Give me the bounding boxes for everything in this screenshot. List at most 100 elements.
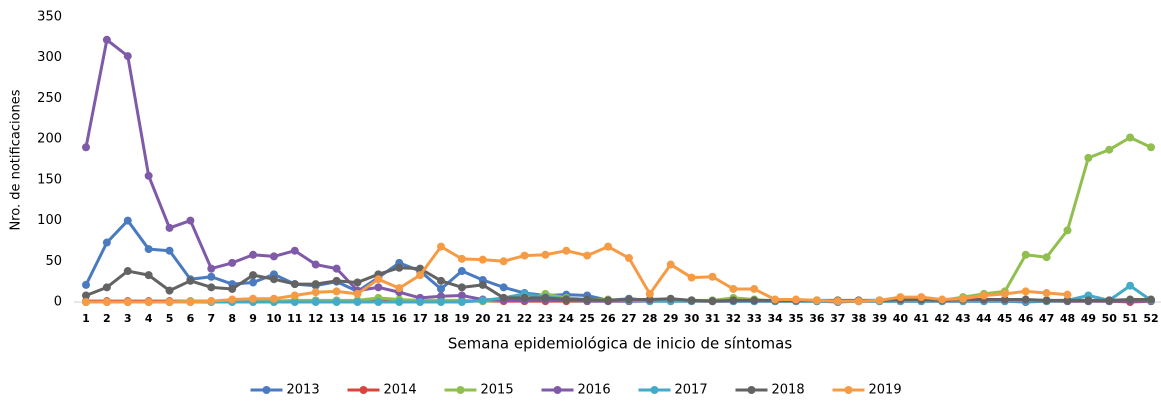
data-point: [123, 298, 132, 306]
x-tick-label: 41: [914, 312, 929, 325]
x-tick-label: 16: [392, 312, 408, 325]
data-point: [457, 291, 466, 300]
data-point: [207, 297, 216, 306]
data-point: [228, 295, 237, 304]
data-point: [228, 284, 237, 293]
data-point: [1126, 281, 1135, 290]
data-point: [395, 298, 404, 306]
x-tick-label: 38: [851, 312, 866, 325]
data-point: [290, 280, 299, 289]
series-line: [85, 266, 1151, 303]
data-point: [645, 289, 654, 298]
legend-label: 2014: [384, 383, 417, 398]
x-tick-label: 23: [538, 312, 553, 325]
data-point: [249, 294, 258, 303]
x-tick-label: 46: [1018, 312, 1034, 325]
data-point: [729, 296, 738, 305]
data-point: [1021, 295, 1030, 304]
x-tick-label: 42: [935, 312, 950, 325]
data-point: [604, 296, 613, 305]
x-tick-label: 52: [1143, 312, 1158, 325]
data-point: [269, 294, 278, 303]
data-point: [478, 296, 487, 305]
x-tick-label: 17: [412, 312, 427, 325]
data-point: [102, 298, 111, 306]
data-point: [269, 275, 278, 284]
x-tick-label: 43: [955, 312, 970, 325]
data-point: [207, 283, 216, 292]
legend-marker: [650, 386, 659, 394]
x-tick-label: 21: [496, 312, 511, 325]
x-tick-label: 22: [517, 312, 532, 325]
data-point: [123, 52, 132, 61]
x-tick-label: 47: [1039, 312, 1054, 325]
data-point: [228, 258, 237, 267]
data-point: [269, 252, 278, 261]
x-tick-label: 10: [266, 312, 282, 325]
data-point: [332, 276, 341, 285]
x-tick-label: 49: [1081, 312, 1096, 325]
x-tick-label: 20: [475, 312, 491, 325]
data-point: [186, 216, 195, 225]
data-point: [457, 283, 466, 292]
data-point: [395, 263, 404, 272]
y-axis-title: Nro. de notificaciones: [9, 89, 24, 230]
data-point: [144, 271, 153, 280]
x-axis-title: Semana epidemiológica de inicio de sínto…: [448, 335, 792, 353]
x-tick-label: 27: [621, 312, 636, 325]
x-tick-label: 37: [830, 312, 845, 325]
series-line: [84, 219, 1151, 304]
data-point: [353, 278, 362, 287]
legend-marker: [747, 386, 756, 394]
data-point: [207, 264, 216, 273]
data-point: [1084, 296, 1093, 305]
data-point: [144, 245, 153, 254]
x-tick-label: 6: [187, 312, 195, 325]
x-tick-label: 28: [642, 312, 657, 325]
data-point: [457, 254, 466, 263]
data-point: [102, 238, 111, 247]
data-point: [541, 250, 550, 259]
data-point: [290, 291, 299, 300]
data-point: [750, 284, 759, 293]
data-point: [1105, 145, 1114, 154]
data-point: [311, 298, 320, 306]
x-tick-label: 51: [1122, 312, 1137, 325]
data-point: [666, 294, 675, 303]
series-line: [84, 38, 1151, 303]
data-point: [562, 295, 571, 304]
x-tick-label: 33: [747, 312, 762, 325]
data-point: [499, 293, 508, 302]
x-tick-label: 50: [1102, 312, 1118, 325]
data-point: [1063, 226, 1072, 235]
legend-marker: [553, 386, 562, 394]
x-tick-label: 12: [308, 312, 323, 325]
data-point: [1126, 133, 1135, 142]
data-point: [833, 297, 842, 306]
data-point: [165, 286, 174, 295]
data-point: [332, 298, 341, 306]
x-tick-label: 2: [103, 312, 111, 325]
data-point: [82, 298, 90, 306]
x-tick-label: 24: [559, 312, 575, 325]
data-point: [144, 298, 153, 306]
data-point: [353, 298, 362, 306]
data-point: [395, 284, 404, 293]
data-point: [687, 273, 696, 282]
data-point: [750, 296, 759, 305]
legend-label: 2019: [869, 383, 902, 398]
data-point: [123, 267, 132, 276]
x-tick-label: 13: [329, 312, 344, 325]
x-tick-label: 44: [976, 312, 992, 325]
data-point: [666, 260, 675, 269]
data-point: [290, 246, 299, 255]
data-point: [1042, 289, 1051, 298]
data-point: [1084, 153, 1093, 162]
data-point: [812, 296, 821, 305]
data-point: [979, 291, 988, 300]
x-tick-label: 31: [705, 312, 720, 325]
data-point: [165, 298, 174, 306]
data-point: [207, 272, 216, 281]
legend-marker: [844, 386, 853, 394]
x-tick-label: 8: [228, 312, 236, 325]
